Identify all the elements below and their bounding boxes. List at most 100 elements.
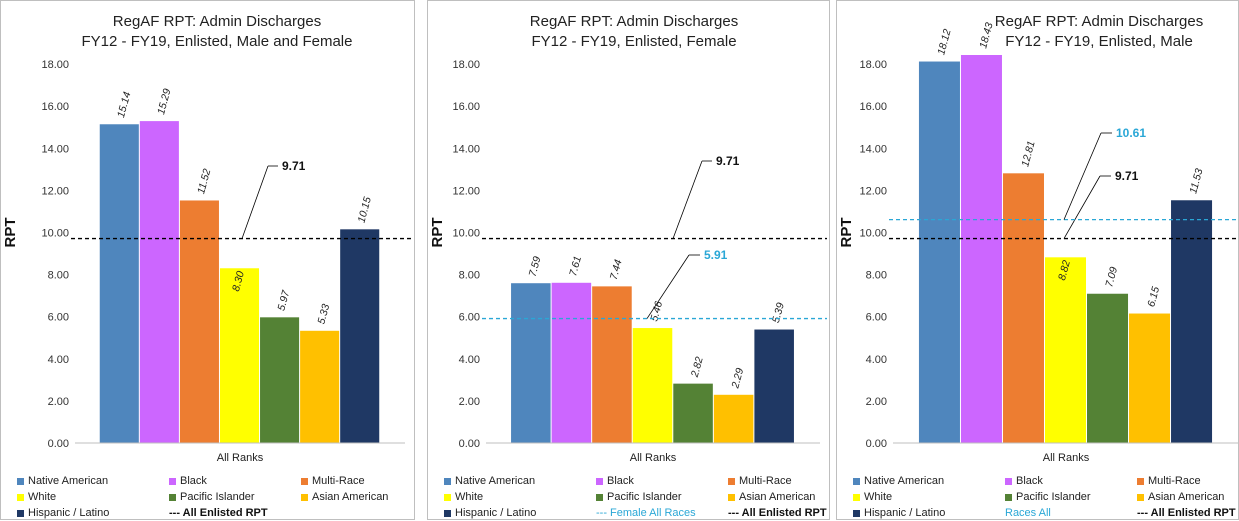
legend-swatch [728,477,735,485]
y-tick-label: 0.00 [48,438,69,450]
y-tick-label: 4.00 [866,354,887,366]
chart-legend: Native American Black Multi-Race White Pacif… [837,475,1239,521]
y-tick-label: 12.00 [452,185,480,197]
reference-leader [241,165,269,239]
data-label: 7.61 [567,255,584,278]
reference-leader [646,254,690,319]
bar-asian-american [1129,313,1171,443]
data-label: 18.43 [977,21,995,50]
y-axis-label: RPT [429,217,446,247]
legend-item: Black [169,475,207,487]
chart-svg: RegAF RPT: Admin Discharges FY12 - FY19, … [429,13,827,464]
chart-panel-male-and-female: RegAF RPT: Admin Discharges FY12 - FY19, … [0,0,415,520]
bar-native-american [511,283,551,443]
y-tick-label: 8.00 [866,270,887,282]
data-label: 2.29 [729,367,746,391]
legend-swatch [169,477,176,485]
chart-legend: Native American Black Multi-Race White Pacif… [428,475,831,521]
bar-multi-race [179,200,219,443]
legend-item: Pacific Islander [169,491,255,503]
legend-item: Multi-Race [1137,475,1201,487]
legend-item: Native American [444,475,535,487]
reference-label: 9.71 [282,159,306,173]
x-category-label: All Ranks [630,452,677,464]
legend-item: Native American [853,475,944,487]
legend-item: White [444,491,483,503]
bar-pacific-islander [1087,293,1129,443]
legend-item: Hispanic / Latino [444,507,536,519]
legend-item: Asian American [728,491,815,503]
chart-svg: RegAF RPT: Admin Discharges FY12 - FY19, … [838,13,1239,464]
chart-svg: RegAF RPT: Admin Discharges FY12 - FY19, … [2,13,412,464]
legend-item: Pacific Islander [596,491,682,503]
legend-item: Races All [1005,507,1051,519]
reference-leader [1063,132,1102,220]
y-tick-label: 14.00 [452,143,480,155]
y-tick-label: 18.00 [41,59,69,71]
data-label: 7.44 [608,258,625,281]
y-tick-label: 12.00 [41,185,69,197]
chart-title-line: FY12 - FY19, Enlisted, Female [531,33,736,50]
data-label: 5.39 [770,301,787,324]
legend-swatch [17,493,24,501]
legend-item: White [17,491,56,503]
bar-black [139,121,179,444]
legend-swatch [853,477,860,485]
data-label: 18.12 [935,28,953,57]
reference-label: 9.71 [1115,169,1139,183]
chart-title-line: FY12 - FY19, Enlisted, Male and Female [82,33,353,50]
chart-panel-male: RegAF RPT: Admin Discharges FY12 - FY19, … [836,0,1239,520]
legend-swatch [728,493,735,501]
legend-swatch [444,509,451,517]
reference-label: 5.91 [704,248,728,262]
legend-item: --- Female All Races [596,507,696,519]
legend-swatch [1137,493,1144,501]
y-tick-label: 0.00 [459,438,480,450]
data-label: 5.97 [275,288,292,312]
y-tick-label: 2.00 [866,396,887,408]
bar-multi-race [592,286,632,443]
y-tick-label: 16.00 [452,101,480,113]
chart-title-line: FY12 - FY19, Enlisted, Male [1005,33,1193,50]
legend-item: White [853,491,892,503]
bar-black [960,55,1002,443]
legend-item: Asian American [1137,491,1224,503]
legend-item: Black [1005,475,1043,487]
legend-item: Multi-Race [728,475,792,487]
legend-item: Hispanic / Latino [853,507,945,519]
y-tick-label: 18.00 [859,59,887,71]
legend-item: Black [596,475,634,487]
data-label: 15.29 [155,87,173,116]
bar-white [632,328,673,443]
legend-item: Hispanic / Latino [17,507,109,519]
y-tick-label: 18.00 [452,59,480,71]
y-tick-label: 16.00 [859,101,887,113]
legend-swatch [169,493,176,501]
bar-black [551,282,592,443]
y-tick-label: 2.00 [459,396,480,408]
chart-legend: Native American Black Multi-Race White Pacif… [1,475,416,521]
chart-title-line: RegAF RPT: Admin Discharges [113,13,321,30]
y-tick-label: 16.00 [41,101,69,113]
data-label: 2.82 [689,355,706,379]
legend-swatch [17,477,24,485]
legend-item: Multi-Race [301,475,365,487]
legend-item: --- All Enlisted RPT [1137,507,1236,519]
data-label: 7.59 [527,255,544,278]
legend-swatch [596,477,603,485]
y-tick-label: 6.00 [459,312,480,324]
data-label: 8.82 [1056,259,1073,282]
chart-panel-female: RegAF RPT: Admin Discharges FY12 - FY19, … [427,0,830,520]
bar-pacific-islander [260,317,300,443]
y-tick-label: 0.00 [866,438,887,450]
reference-label: 9.71 [716,154,740,168]
data-label: 5.46 [648,300,665,323]
y-tick-label: 6.00 [48,312,69,324]
bar-hispanic-latino [340,229,380,443]
data-label: 8.30 [230,270,247,293]
bar-native-american [99,124,139,444]
y-tick-label: 8.00 [459,270,480,282]
bar-hispanic-latino [1171,200,1213,443]
y-tick-label: 4.00 [459,354,480,366]
data-label: 5.33 [315,303,332,326]
